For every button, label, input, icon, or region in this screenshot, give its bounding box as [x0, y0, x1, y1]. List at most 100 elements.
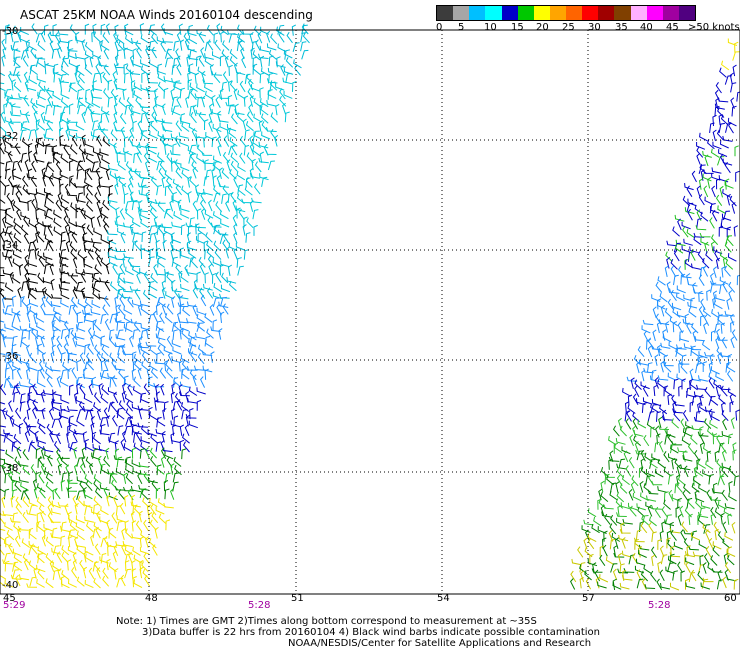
wind-barb: [75, 121, 85, 131]
wind-barb: [92, 120, 99, 131]
wind-barb: [69, 175, 74, 187]
wind-barb: [85, 193, 93, 204]
wind-barb: [726, 370, 734, 382]
wind-barb: [612, 425, 620, 437]
wind-barb: [704, 386, 712, 398]
wind-barb: [45, 481, 54, 493]
wind-barb: [204, 339, 214, 349]
wind-barb: [606, 475, 615, 486]
wind-barb: [65, 240, 70, 253]
wind-barb: [32, 383, 39, 395]
legend-swatch: [646, 6, 663, 20]
wind-barb: [728, 281, 736, 293]
wind-barb: [105, 168, 110, 181]
wind-barb: [275, 103, 280, 116]
wind-barb: [209, 304, 215, 316]
wind-barb: [59, 111, 66, 123]
wind-barb: [68, 304, 75, 315]
wind-barb: [724, 532, 734, 541]
wind-barb: [124, 72, 129, 84]
wind-barb: [222, 71, 229, 83]
wind-barb: [108, 527, 114, 539]
wind-barb: [0, 488, 5, 493]
wind-barb: [201, 70, 206, 83]
wind-barb: [106, 230, 118, 236]
wind-barb: [36, 203, 46, 212]
wind-barb: [702, 150, 712, 158]
wind-barb: [260, 105, 269, 116]
wind-barb: [131, 228, 142, 235]
wind-barb: [60, 57, 68, 68]
wind-barb: [650, 403, 659, 413]
wind-barb: [131, 520, 137, 532]
wind-barb: [201, 95, 206, 108]
wind-barb: [708, 474, 714, 485]
wind-barb: [665, 321, 670, 333]
wind-barb: [220, 284, 231, 293]
wind-barb: [7, 463, 14, 476]
wind-barb: [149, 201, 157, 212]
wind-barb: [239, 80, 246, 93]
wind-barb: [35, 119, 41, 131]
wind-barb: [697, 570, 705, 582]
wind-barb: [60, 290, 70, 300]
wind-barb: [116, 34, 125, 45]
wind-barb: [166, 335, 173, 348]
wind-barb: [90, 534, 95, 547]
wind-barb: [690, 249, 696, 261]
wind-barb: [103, 222, 109, 235]
wind-barb: [656, 321, 661, 334]
wind-barb: [28, 363, 38, 371]
wind-barb: [700, 432, 706, 445]
wind-barb: [174, 288, 181, 300]
wind-barb: [727, 117, 737, 127]
wind-barb: [696, 146, 704, 158]
wind-barb: [21, 538, 30, 548]
wind-barb: [78, 72, 85, 84]
wind-barb: [2, 559, 13, 565]
wind-barb: [72, 256, 78, 269]
wind-barb: [213, 192, 221, 203]
wind-barb: [666, 537, 671, 549]
wind-barb: [162, 446, 173, 453]
wind-barb: [714, 528, 719, 541]
wind-barb: [215, 126, 221, 139]
wind-barb: [189, 105, 196, 116]
wind-barb: [83, 260, 93, 269]
wind-barb: [711, 173, 721, 181]
wind-barb: [659, 545, 665, 558]
wind-barb: [71, 367, 77, 379]
wind-barb: [12, 512, 18, 523]
wind-barb: [93, 227, 103, 236]
wind-barb: [637, 506, 645, 517]
wind-barb: [116, 288, 123, 299]
wind-barb: [33, 567, 38, 579]
wind-barb: [15, 382, 21, 395]
wind-barb: [727, 353, 733, 366]
wind-barb: [229, 80, 237, 92]
wind-barb: [698, 164, 706, 175]
wind-barb: [712, 290, 718, 303]
wind-barb: [628, 502, 638, 511]
wind-barb: [90, 416, 95, 428]
wind-barb: [154, 116, 165, 123]
wind-barb: [38, 360, 45, 372]
wind-barb: [634, 538, 639, 550]
wind-barb: [136, 151, 142, 163]
wind-barb: [687, 442, 695, 455]
wind-barb: [18, 381, 30, 388]
wind-barb: [57, 46, 62, 59]
wind-barb: [64, 503, 69, 516]
wind-barb: [728, 465, 736, 477]
wind-barb: [676, 311, 687, 318]
wind-barb: [641, 578, 647, 590]
wind-barb: [702, 173, 712, 182]
wind-barb: [68, 218, 78, 227]
wind-barb: [170, 420, 181, 428]
wind-barb: [208, 199, 213, 212]
wind-barb: [36, 75, 47, 83]
wind-barb: [161, 176, 166, 189]
wind-barb: [59, 37, 70, 44]
wind-barb: [107, 402, 115, 412]
wind-barb: [116, 320, 122, 331]
